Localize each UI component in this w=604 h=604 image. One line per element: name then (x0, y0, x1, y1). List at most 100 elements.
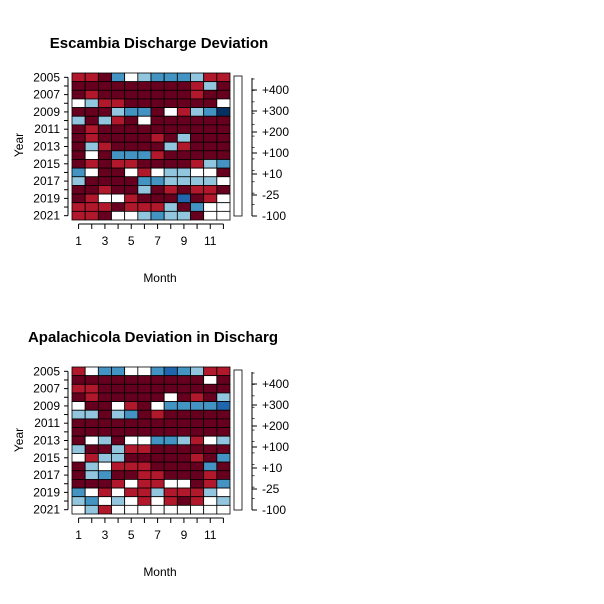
heatmap-cell (71, 401, 86, 411)
heatmap-cell (190, 366, 205, 377)
heatmap-cell (176, 461, 191, 472)
heatmap-cell (163, 167, 178, 178)
heatmap-cell (216, 210, 231, 221)
heatmap-cell (176, 176, 191, 186)
heatmap-cell (124, 487, 139, 498)
heatmap-cell (111, 124, 126, 134)
heatmap-cell (176, 81, 191, 91)
heatmap-cell (111, 453, 126, 463)
heatmap-cell (203, 375, 218, 385)
heatmap-cell (150, 444, 165, 454)
heatmap-cell (111, 185, 126, 195)
heatmap-cell (137, 401, 152, 411)
x-tick-label: 1 (75, 234, 82, 248)
heatmap-cell (216, 427, 231, 437)
legend-label: +400 (262, 83, 289, 97)
heatmap-cell (176, 141, 191, 152)
heatmap-cell (124, 479, 139, 489)
heatmap-cell (150, 210, 165, 221)
heatmap-cell (163, 176, 178, 186)
heatmap-cell (150, 81, 165, 91)
legend-label: +200 (262, 419, 289, 433)
heatmap-cell (216, 167, 231, 178)
heatmap-cell (84, 202, 99, 212)
heatmap-cell (111, 401, 126, 411)
heatmap-cell (137, 210, 152, 221)
heatmap-cell (203, 479, 218, 489)
heatmap-cell (216, 453, 231, 463)
heatmap-cell (124, 409, 139, 420)
heatmap-cell (150, 409, 165, 420)
heatmap-cell (190, 98, 205, 108)
heatmap-cell (111, 115, 126, 126)
y-tick-label: 2005 (33, 364, 60, 378)
x-tick-label: 11 (204, 234, 217, 248)
heatmap-cell (150, 435, 165, 446)
y-tick-label: 2021 (33, 503, 60, 517)
heatmap-cell (176, 89, 191, 100)
heatmap-cell (203, 453, 218, 463)
heatmap-cell (150, 392, 165, 402)
heatmap-cell (216, 193, 231, 204)
heatmap-cell (190, 72, 205, 83)
heatmap-cell (84, 210, 99, 221)
heatmap-cell (137, 89, 152, 100)
heatmap-cell (137, 193, 152, 204)
heatmap-cell (111, 193, 126, 204)
heatmap-cell (111, 167, 126, 178)
heatmap-cell (176, 167, 191, 178)
heatmap-cell (203, 150, 218, 160)
y-tick-label: 2005 (33, 70, 60, 84)
heatmap-cell (190, 401, 205, 411)
heatmap-cell (84, 141, 99, 152)
heatmap-cell (97, 504, 112, 515)
heatmap-cell (163, 72, 178, 83)
legend-label: -100 (262, 209, 286, 223)
heatmap-cell (163, 133, 178, 143)
heatmap-cell (71, 504, 86, 515)
heatmap-cell (84, 193, 99, 204)
heatmap-cell (216, 470, 231, 480)
heatmap-cell (190, 435, 205, 446)
heatmap-cell (216, 366, 231, 377)
y-tick-label: 2021 (33, 209, 60, 223)
heatmap-cell (190, 167, 205, 178)
heatmap-cell (137, 81, 152, 91)
heatmap-cell (150, 487, 165, 498)
heatmap-cell (97, 487, 112, 498)
heatmap-cell (97, 115, 112, 126)
heatmap-cell (111, 427, 126, 437)
heatmap-cell (203, 115, 218, 126)
heatmap-cell (84, 470, 99, 480)
heatmap-cell (150, 470, 165, 480)
heatmap-cell (176, 133, 191, 143)
heatmap-cell (124, 392, 139, 402)
heatmap-cells (71, 366, 231, 515)
heatmap-cell (176, 193, 191, 204)
heatmap-cell (190, 185, 205, 195)
heatmap-cell (216, 504, 231, 515)
heatmap-cell (97, 496, 112, 506)
heatmap-cell (84, 98, 99, 108)
heatmap-cell (163, 470, 178, 480)
y-tick-label: 2013 (33, 434, 60, 448)
heatmap-cell (124, 401, 139, 411)
heatmap-cell (71, 470, 86, 480)
y-tick-label: 2017 (33, 174, 60, 188)
x-tick-label: 3 (102, 234, 109, 248)
heatmap-cell (97, 72, 112, 83)
color-legend: +400 +300 +200 +100 +10 -25 -100 (233, 75, 289, 223)
heatmap-cell (216, 375, 231, 385)
heatmap-cell (124, 461, 139, 472)
heatmap-cell (203, 409, 218, 420)
heatmap-cell (137, 444, 152, 454)
heatmap-cell (190, 81, 205, 91)
heatmap-cell (216, 159, 231, 169)
heatmap-cell (137, 150, 152, 160)
heatmap-cell (71, 453, 86, 463)
heatmap-cell (84, 185, 99, 195)
heatmap-cell (84, 72, 99, 83)
heatmap-cell (203, 470, 218, 480)
heatmap-cell (150, 401, 165, 411)
heatmap-cell (84, 427, 99, 437)
